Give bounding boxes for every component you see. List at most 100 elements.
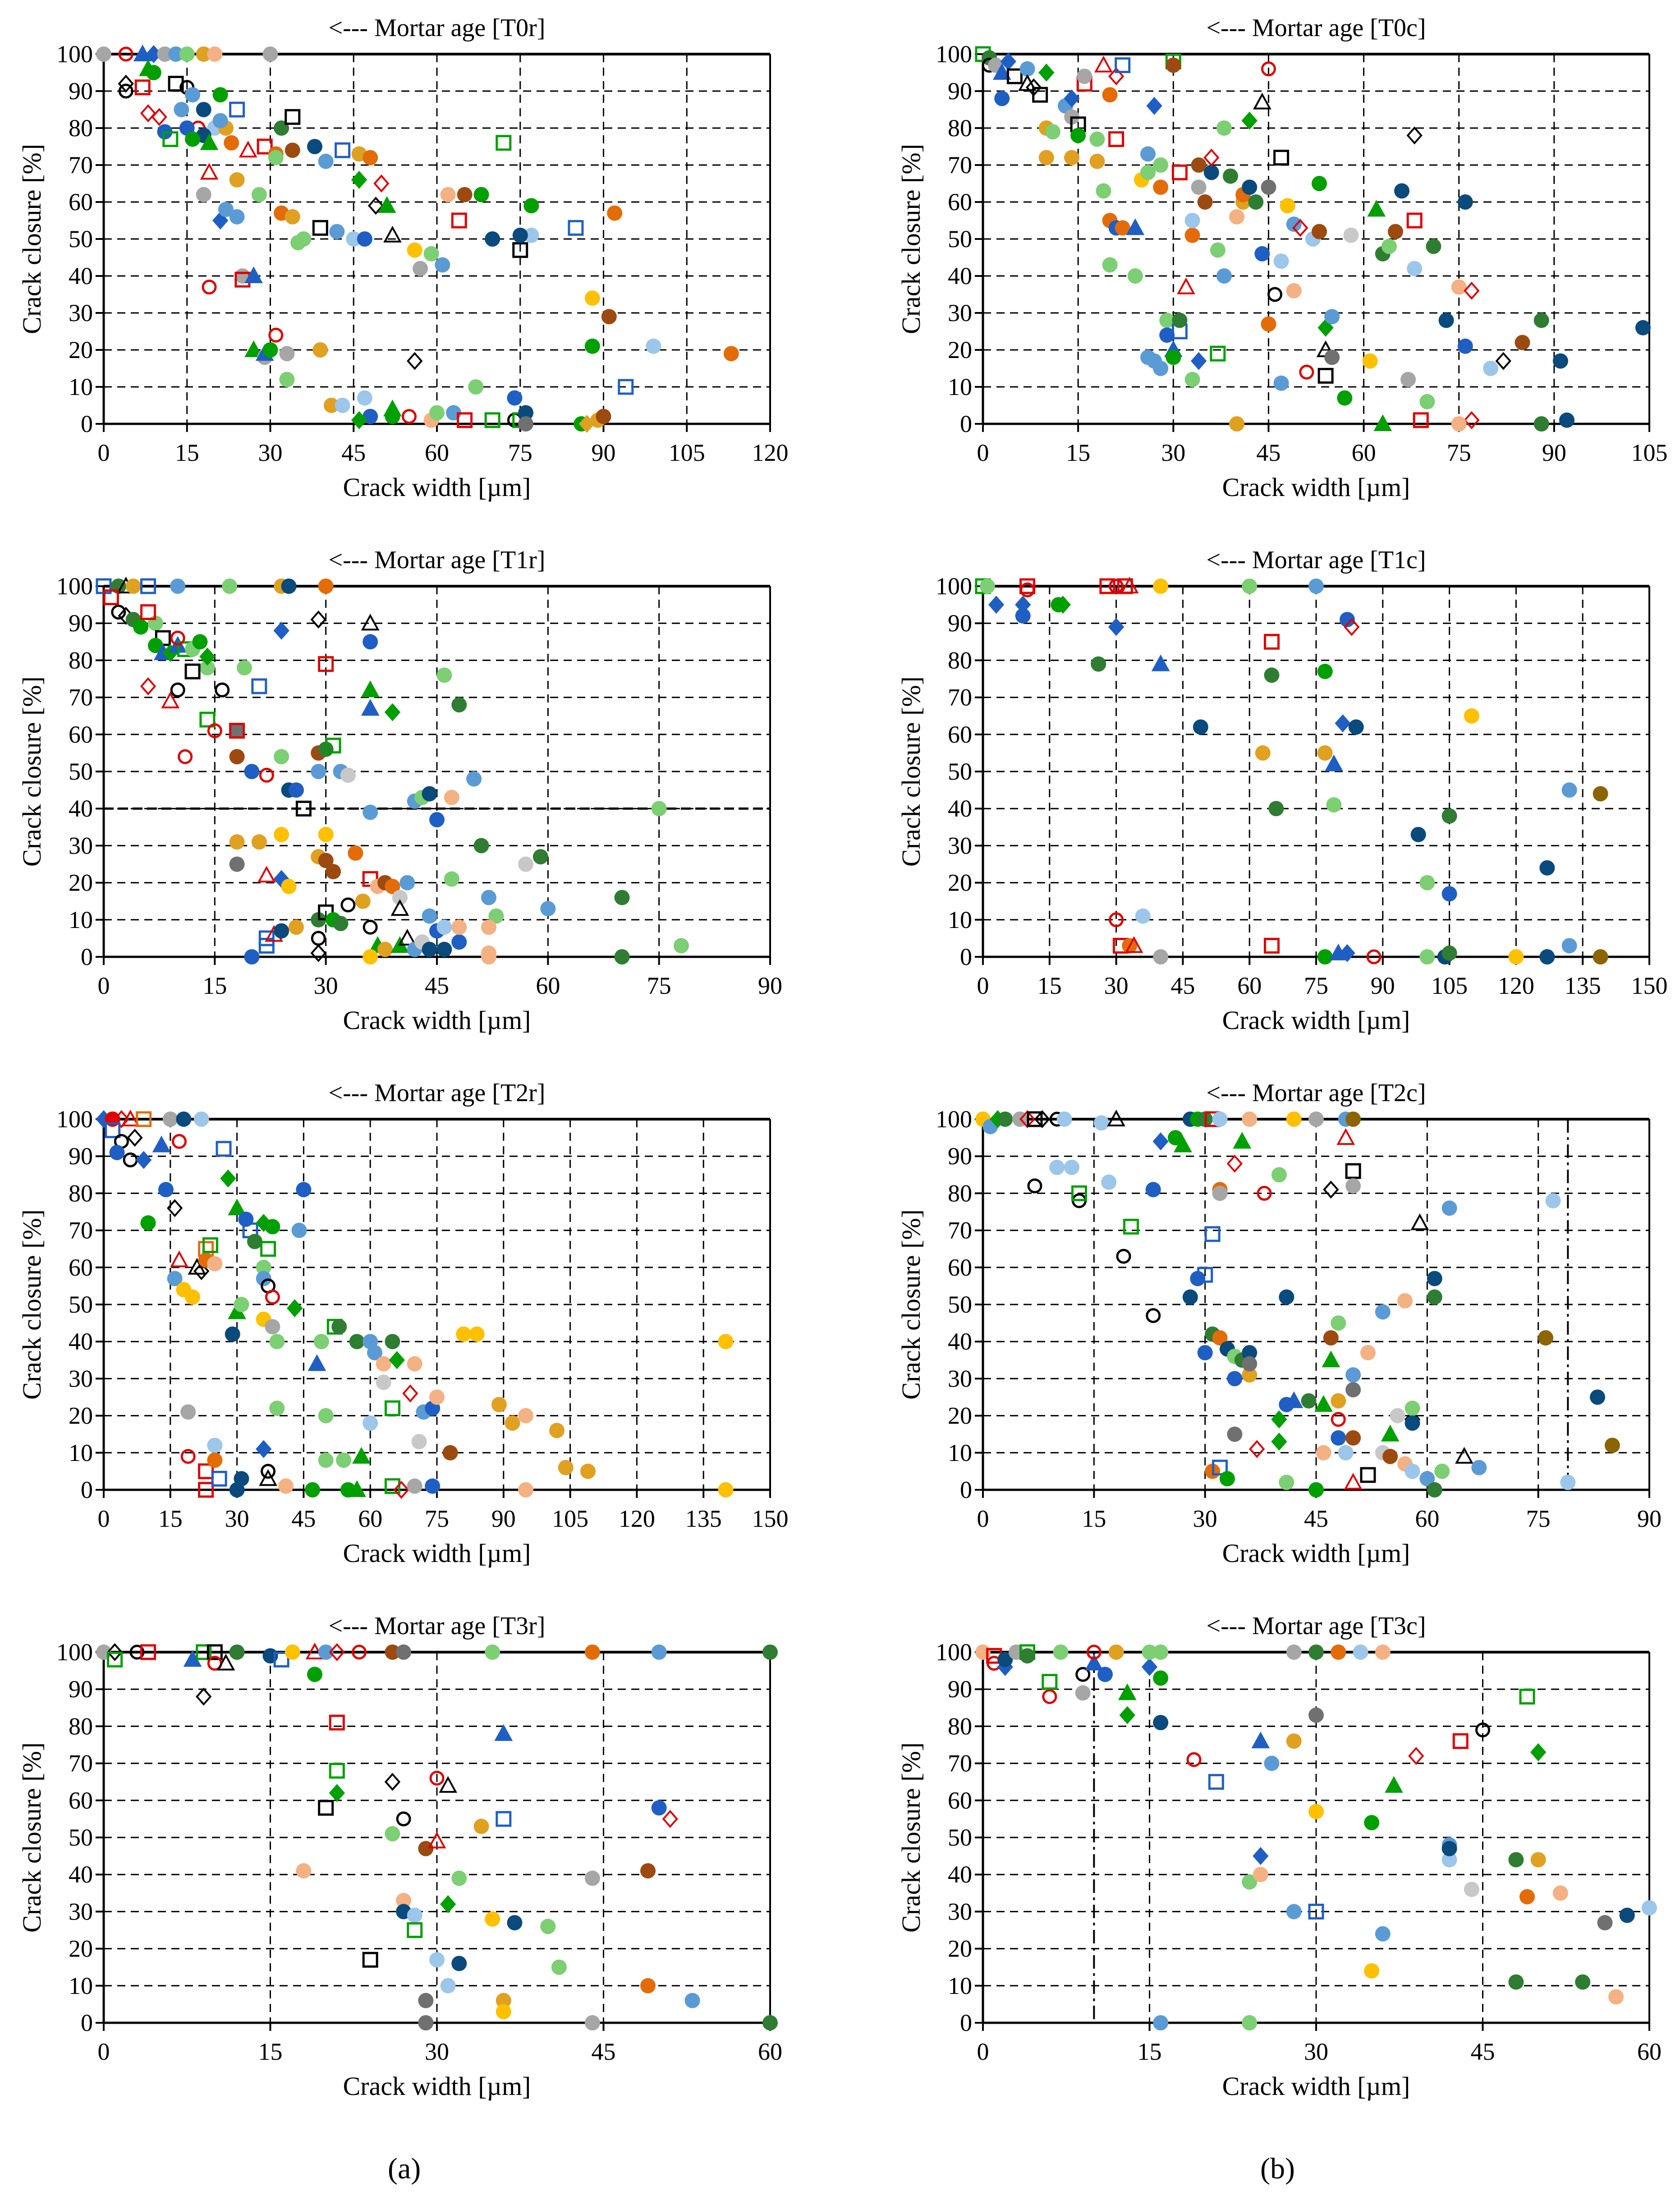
y-tick-label: 90 <box>948 610 972 637</box>
data-point <box>601 309 617 325</box>
x-tick-label: 15 <box>202 972 227 999</box>
data-point <box>1271 1167 1287 1183</box>
data-point <box>422 786 437 802</box>
data-point <box>1226 1154 1243 1173</box>
data-point <box>1153 1670 1169 1686</box>
data-point <box>1053 1644 1069 1660</box>
data-point <box>1151 654 1170 671</box>
data-point <box>318 1452 334 1468</box>
data-point <box>1089 131 1105 147</box>
data-point <box>1308 579 1324 594</box>
data-point <box>185 1289 201 1305</box>
x-tick-label: 105 <box>552 1505 588 1532</box>
data-point <box>1027 1111 1043 1127</box>
data-point <box>1042 1689 1057 1704</box>
data-point <box>1279 1289 1294 1305</box>
data-point <box>444 790 459 805</box>
data-point <box>329 224 345 239</box>
y-tick-label: 50 <box>948 1291 972 1318</box>
data-point <box>596 409 611 424</box>
data-point <box>1038 63 1055 82</box>
data-point <box>207 1452 223 1468</box>
x-tick-label: 15 <box>1138 2038 1162 2065</box>
data-point <box>1344 1473 1363 1490</box>
data-point <box>1115 57 1131 73</box>
data-point <box>1271 1410 1287 1428</box>
data-point <box>184 663 201 680</box>
data-point <box>396 1811 411 1827</box>
data-point <box>1390 1408 1405 1424</box>
data-point <box>979 579 995 594</box>
data-point <box>1441 1852 1457 1868</box>
data-point <box>496 135 512 151</box>
data-point <box>152 1135 171 1153</box>
data-point <box>1427 1482 1442 1497</box>
data-point <box>140 677 156 695</box>
y-tick-label: 90 <box>948 1676 972 1703</box>
data-point <box>429 1389 445 1405</box>
data-point <box>485 1911 500 1927</box>
data-point <box>1064 150 1080 165</box>
y-tick-label: 60 <box>69 1787 93 1814</box>
x-axis-label: Crack width [µm] <box>343 1006 531 1035</box>
data-point <box>1159 312 1175 328</box>
x-tick-label: 45 <box>1471 2038 1495 2065</box>
data-point <box>1126 218 1145 235</box>
data-point <box>1212 1185 1228 1201</box>
data-point <box>318 1408 334 1424</box>
data-point <box>407 1907 422 1923</box>
data-point <box>229 856 245 872</box>
data-point <box>1219 1471 1235 1487</box>
x-tick-label: 75 <box>1526 1505 1551 1532</box>
data-point <box>105 1122 121 1139</box>
data-point <box>274 923 289 939</box>
data-point <box>174 102 189 117</box>
data-point <box>200 163 219 180</box>
data-point <box>762 1644 778 1660</box>
data-point <box>1055 596 1071 614</box>
data-point <box>1273 150 1290 166</box>
data-point <box>1242 1356 1258 1372</box>
data-point <box>1107 1109 1125 1126</box>
data-point <box>367 197 384 215</box>
data-point <box>584 1870 600 1886</box>
x-tick-label: 45 <box>592 2038 616 2065</box>
chart-T3r: 0 15 30 45 60 0 10 20 30 40 50 60 70 80 90 100 <--- Mort… <box>17 1612 782 2101</box>
chart-T2r: 0 15 30 45 60 75 90 105 120 135 150 0 10 20 30 40 50 60 70… <box>17 1079 789 1568</box>
data-point <box>1533 416 1549 432</box>
data-point <box>451 697 467 713</box>
data-point <box>1286 283 1302 299</box>
data-point <box>1253 1847 1269 1865</box>
x-tick-label: 60 <box>1237 972 1262 999</box>
data-point <box>396 1892 412 1908</box>
data-point <box>1146 1308 1161 1323</box>
data-point <box>167 1271 183 1286</box>
data-point <box>196 187 211 202</box>
data-point <box>473 838 489 854</box>
data-point <box>1216 268 1232 284</box>
x-tick-label: 45 <box>425 972 449 999</box>
data-point <box>427 1832 446 1849</box>
x-tick-label: 45 <box>1304 1505 1328 1532</box>
y-tick-label: 10 <box>948 906 972 933</box>
data-point <box>518 1408 534 1424</box>
data-point <box>440 1895 456 1913</box>
data-point <box>1089 153 1105 169</box>
data-point <box>96 46 111 62</box>
data-point <box>200 133 219 150</box>
x-tick-label: 60 <box>1415 1505 1439 1532</box>
data-point <box>198 1241 214 1257</box>
data-point <box>390 899 409 916</box>
data-point <box>485 1644 500 1660</box>
y-tick-label: 30 <box>948 1898 972 1925</box>
data-point <box>1153 949 1169 965</box>
data-point <box>355 893 371 909</box>
data-point <box>1242 1367 1258 1383</box>
data-point <box>1343 227 1359 243</box>
data-point <box>1271 1433 1287 1451</box>
data-point <box>1135 908 1151 924</box>
data-point <box>1248 194 1264 210</box>
data-point <box>376 1356 391 1372</box>
data-point <box>1166 57 1181 73</box>
data-point <box>1184 227 1200 243</box>
